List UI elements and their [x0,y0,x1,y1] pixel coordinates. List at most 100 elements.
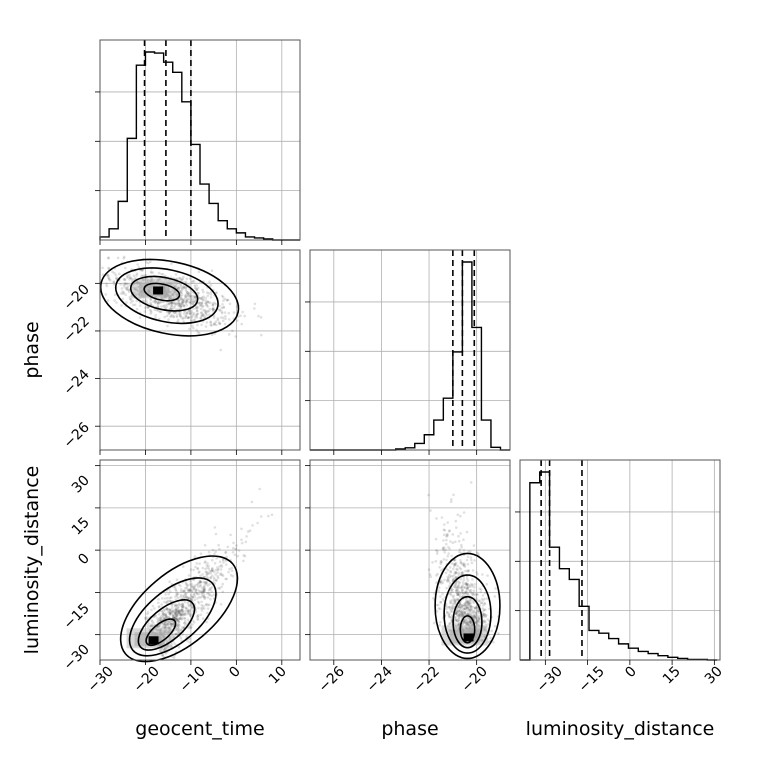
scatter-point [181,603,185,606]
scatter-point [179,613,183,617]
scatter-point [448,573,451,577]
scatter-point [199,584,202,587]
scatter-point [203,588,207,591]
scatter-point [456,513,460,517]
scatter-point [162,615,165,618]
scatter-point [471,614,474,618]
scatter-point [456,614,460,618]
scatter-point [171,313,174,317]
scatter-point [192,299,196,302]
scatter-point [170,306,173,309]
scatter-point [203,583,207,586]
scatter-point [468,590,472,593]
scatter-point [173,302,176,306]
scatter-point [196,323,199,327]
scatter-point [203,561,207,564]
contour-2-1-3 [434,552,501,660]
scatter-point [192,587,196,590]
scatter-point [229,573,233,577]
scatter-point [469,619,472,622]
scatter-point [165,314,169,318]
scatter-point [456,591,459,595]
scatter-point [191,607,194,610]
scatter-point [172,315,176,318]
scatter-point [145,616,148,619]
scatter-point [208,582,211,586]
scatter-point [209,321,213,324]
scatter-point [154,300,157,304]
scatter-point [185,298,189,301]
scatter-point [221,319,225,323]
scatter-point [482,613,485,616]
scatter-point [202,314,205,317]
scatter-point [135,299,138,303]
scatter-point [220,585,223,589]
scatter-point [468,621,472,625]
scatter-point [451,579,455,583]
scatter-point [184,609,188,613]
scatter-point [209,597,212,601]
scatter-point [462,610,466,614]
scatter-point [216,566,219,569]
scatter-point [161,625,164,628]
scatter-point [474,621,478,624]
scatter-point [182,605,185,609]
scatter-point [169,619,173,623]
scatter-point [177,611,181,614]
scatter-point [210,324,213,327]
xticks-luminosity-distance: −30 −15 0 15 30 [534,664,726,696]
scatter-point [163,306,167,310]
scatter-point [153,299,157,303]
scatter-point [192,312,196,315]
scatter-point [165,615,169,619]
scatter-point [187,309,191,313]
scatter-point [464,601,468,605]
scatter-point [457,622,461,625]
scatter-point [461,612,464,616]
scatter-point [199,574,202,577]
scatter-point [186,618,190,622]
scatter-point [161,653,165,657]
scatter-point [442,547,445,550]
scatter-point [177,304,180,308]
scatter-point [167,592,170,596]
scatter-point [170,625,173,629]
scatter-point [437,586,441,589]
scatter-point [157,618,160,621]
ytick-label-phase-3: −20 [61,282,93,314]
scatter-point [456,606,460,610]
scatter-point [473,615,477,619]
scatter-point [458,566,462,569]
scatter-point [467,602,471,606]
scatter-point [456,613,459,617]
scatter-point [473,606,477,610]
scatter-point [107,276,110,280]
xtick-label-lumdist-1: −15 [576,664,608,696]
scatter-point [225,563,228,566]
scatter-point [461,605,465,608]
scatter-point [174,587,177,590]
scatter-point [439,600,442,604]
scatter-point [189,568,193,571]
scatter-point [167,620,171,624]
scatter-point [228,302,232,306]
scatter-point [442,533,446,537]
scatter-point [197,585,200,589]
scatter-point [448,547,451,551]
scatter-point [464,607,467,611]
scatter-point [435,552,439,555]
scatter-point [205,564,209,567]
scatter-point [213,561,217,565]
scatter-point [184,280,188,284]
scatter-point [246,530,250,533]
scatter-point [175,615,179,619]
scatter-point [174,627,178,630]
scatter-point [187,604,191,608]
scatter-point [478,587,482,590]
scatter-point [175,607,178,611]
scatter-point [451,587,454,591]
scatter-point [168,612,172,615]
scatter-point [473,616,476,619]
histograms [99,51,718,661]
scatter-point [221,558,225,561]
